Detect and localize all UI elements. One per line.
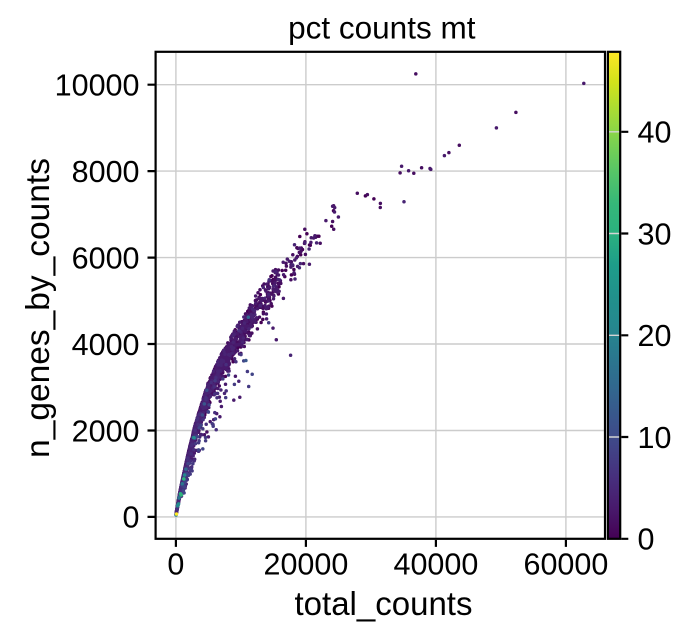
svg-text:10000: 10000 bbox=[55, 69, 140, 103]
svg-text:0: 0 bbox=[638, 523, 655, 557]
svg-text:n_genes_by_counts: n_genes_by_counts bbox=[20, 158, 57, 458]
svg-text:40: 40 bbox=[638, 116, 672, 150]
svg-text:10: 10 bbox=[638, 421, 672, 455]
svg-text:pct counts mt: pct counts mt bbox=[288, 10, 476, 46]
svg-text:6000: 6000 bbox=[72, 241, 140, 275]
svg-text:0: 0 bbox=[123, 501, 140, 535]
svg-text:60000: 60000 bbox=[523, 548, 608, 582]
svg-text:4000: 4000 bbox=[72, 328, 140, 362]
svg-text:20: 20 bbox=[638, 319, 672, 353]
svg-text:40000: 40000 bbox=[393, 548, 478, 582]
svg-text:total_counts: total_counts bbox=[295, 585, 473, 622]
svg-text:0: 0 bbox=[167, 548, 184, 582]
svg-text:20000: 20000 bbox=[263, 548, 348, 582]
svg-text:30: 30 bbox=[638, 217, 672, 251]
svg-text:8000: 8000 bbox=[72, 155, 140, 189]
svg-text:2000: 2000 bbox=[72, 414, 140, 448]
